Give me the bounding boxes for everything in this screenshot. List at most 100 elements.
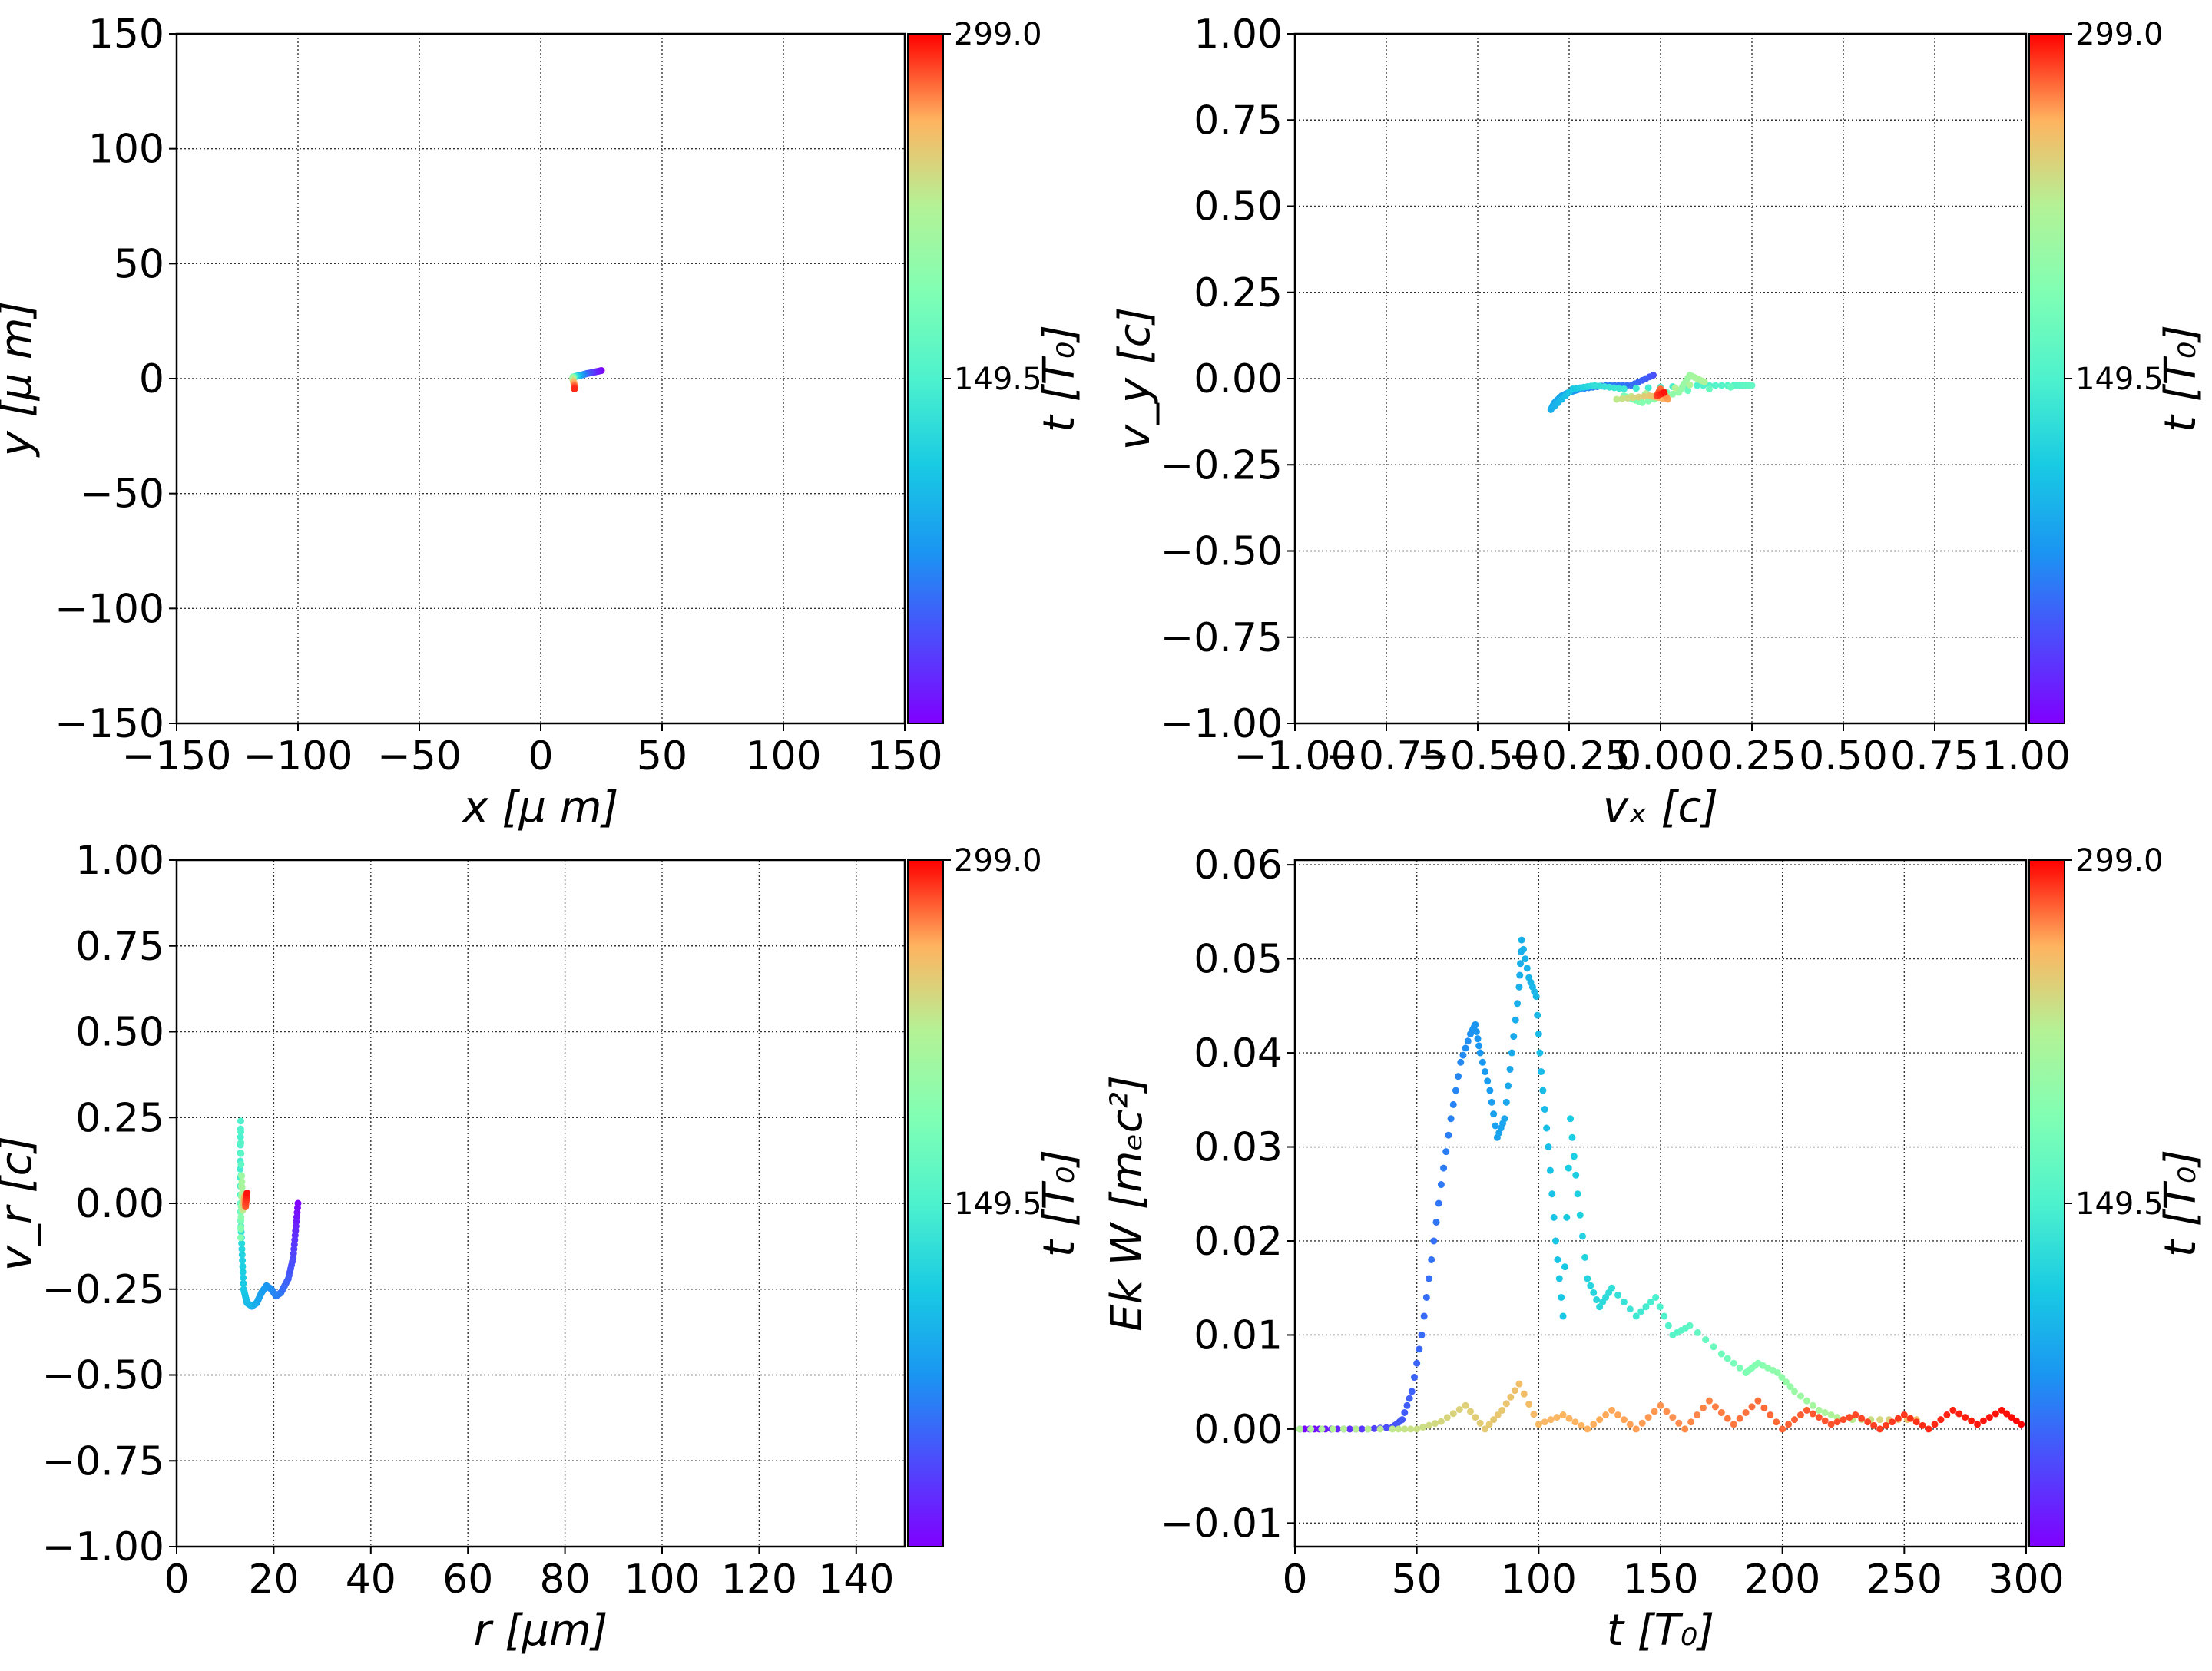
data-point bbox=[1581, 1253, 1589, 1261]
data-point bbox=[1748, 1403, 1756, 1411]
data-point bbox=[1686, 381, 1694, 389]
scatter-points bbox=[1296, 936, 2025, 1433]
data-point bbox=[1494, 1411, 1502, 1419]
data-point bbox=[1912, 1418, 1920, 1426]
data-point bbox=[1767, 1411, 1774, 1419]
data-point bbox=[1773, 1368, 1781, 1376]
x-tick-label: −50 bbox=[377, 733, 462, 779]
data-point bbox=[1694, 382, 1701, 389]
data-point bbox=[1888, 1418, 1896, 1426]
data-point bbox=[1482, 1068, 1489, 1076]
data-point bbox=[1700, 1404, 1707, 1411]
data-point bbox=[1587, 1282, 1594, 1289]
data-point bbox=[1490, 1416, 1498, 1424]
y-tick-label: 0.25 bbox=[1194, 270, 1283, 316]
data-point bbox=[1515, 983, 1523, 991]
data-point bbox=[1815, 1406, 1823, 1414]
data-point bbox=[1596, 1416, 1604, 1424]
x-tick-label: −150 bbox=[122, 733, 232, 779]
data-point bbox=[1449, 1410, 1457, 1418]
data-point bbox=[1459, 1051, 1467, 1059]
data-point bbox=[1346, 1425, 1353, 1433]
data-point bbox=[239, 1257, 247, 1264]
data-point bbox=[1700, 378, 1708, 385]
data-point bbox=[1821, 1408, 1829, 1416]
data-point bbox=[1651, 1408, 1658, 1415]
data-point bbox=[1632, 1312, 1640, 1320]
x-tick-label: −1.00 bbox=[1233, 733, 1356, 779]
y-tick-label: 0.75 bbox=[1194, 98, 1283, 144]
data-point bbox=[1370, 1424, 1378, 1432]
colorbar: 299.0 149.5t [T₀] bbox=[907, 17, 1084, 724]
data-point bbox=[1548, 1190, 1556, 1198]
data-point bbox=[1452, 1087, 1459, 1094]
data-point bbox=[1710, 1343, 1717, 1351]
x-ticks: −150 −100 −50 0 50 100 150 bbox=[122, 723, 943, 779]
data-point bbox=[1576, 1211, 1584, 1219]
x-tick-label: 0 bbox=[1282, 1557, 1307, 1603]
data-point bbox=[1541, 1418, 1548, 1426]
data-point bbox=[1426, 1275, 1433, 1282]
data-point bbox=[1590, 1421, 1598, 1428]
data-point bbox=[1515, 1380, 1523, 1388]
data-point bbox=[1644, 384, 1652, 392]
data-point bbox=[1827, 1411, 1835, 1419]
data-point bbox=[1839, 1416, 1847, 1424]
data-point bbox=[1472, 1414, 1479, 1421]
data-point bbox=[1442, 1148, 1450, 1156]
data-point bbox=[1608, 1284, 1616, 1292]
data-point bbox=[1318, 1425, 1326, 1433]
x-axis-label: t [T₀] bbox=[1607, 1606, 1714, 1656]
y-tick-label: −50 bbox=[80, 472, 164, 518]
data-point bbox=[1663, 1408, 1671, 1415]
data-point bbox=[1432, 1218, 1440, 1226]
y-tick-label: 0.50 bbox=[75, 1010, 164, 1056]
y-tick-label: 150 bbox=[88, 12, 164, 58]
data-point bbox=[1525, 1400, 1533, 1408]
x-tick-label: 120 bbox=[721, 1557, 797, 1603]
data-point bbox=[1779, 1425, 1786, 1433]
x-tick-label: 200 bbox=[1744, 1557, 1820, 1603]
data-point bbox=[1661, 389, 1668, 396]
data-point bbox=[238, 1178, 246, 1186]
data-point bbox=[1992, 1410, 1999, 1418]
data-point bbox=[1620, 1416, 1628, 1424]
data-point bbox=[1437, 1418, 1445, 1425]
data-point bbox=[237, 1234, 244, 1242]
data-point bbox=[1642, 1303, 1650, 1311]
data-point bbox=[1466, 1408, 1474, 1415]
x-tick-label: 50 bbox=[637, 733, 687, 779]
data-point bbox=[1358, 1425, 1366, 1433]
data-point bbox=[1455, 1406, 1463, 1414]
colorbar-label: t [T₀] bbox=[2156, 325, 2206, 432]
y-tick-label: −0.75 bbox=[42, 1438, 164, 1484]
data-point bbox=[237, 1117, 244, 1125]
data-point bbox=[1520, 945, 1527, 953]
x-tick-label: 100 bbox=[1501, 1557, 1577, 1603]
colorbar: 299.0 149.5t [T₀] bbox=[907, 843, 1084, 1547]
data-point bbox=[1422, 1293, 1430, 1301]
data-point bbox=[237, 1213, 245, 1221]
data-point bbox=[1742, 1408, 1750, 1416]
data-point bbox=[1931, 1421, 1939, 1428]
x-axis-label: vₓ [c] bbox=[1603, 783, 1718, 832]
x-tick-label: 0.00 bbox=[1616, 733, 1705, 779]
data-point bbox=[1490, 1110, 1498, 1118]
data-point bbox=[1510, 1033, 1518, 1041]
data-point bbox=[1520, 1390, 1528, 1398]
x-tick-label: 60 bbox=[442, 1557, 493, 1603]
data-point bbox=[1559, 1411, 1567, 1419]
y-tick-label: −0.01 bbox=[1161, 1501, 1283, 1547]
data-point bbox=[1437, 1181, 1445, 1189]
panel-velocity: −1.00−0.75−0.50−0.250.00 0.25 0.50 0.75 1.00… bbox=[1110, 12, 2206, 832]
y-tick-label: 0.04 bbox=[1194, 1031, 1283, 1077]
y-tick-label: −0.50 bbox=[1161, 529, 1283, 575]
data-point bbox=[1919, 1421, 1926, 1429]
data-point bbox=[1809, 1401, 1816, 1409]
x-ticks: −1.00−0.75−0.50−0.250.00 0.25 0.50 0.75 1.00 bbox=[1233, 723, 2071, 779]
data-point bbox=[1401, 1425, 1409, 1433]
x-tick-label: 40 bbox=[346, 1557, 396, 1603]
data-point bbox=[1943, 1411, 1951, 1419]
data-point bbox=[1602, 1411, 1610, 1419]
data-point bbox=[1686, 1322, 1694, 1329]
